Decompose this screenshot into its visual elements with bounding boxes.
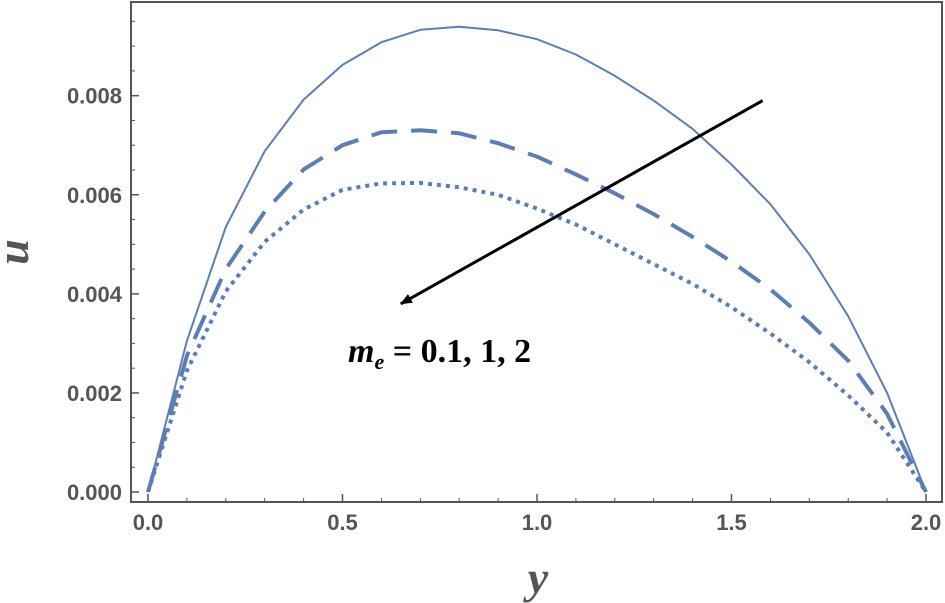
plot-frame: [130, 1, 943, 503]
x-axis-label: y: [523, 552, 549, 603]
y-tick-label: 0.004: [67, 282, 123, 307]
y-tick-label: 0.000: [67, 480, 122, 505]
x-tick-label: 2.0: [911, 510, 942, 535]
y-tick-label: 0.006: [67, 183, 122, 208]
annotation-label: me = 0.1, 1, 2: [348, 333, 531, 374]
y-axis-label: u: [0, 239, 38, 265]
annotation-arrow: [399, 99, 764, 306]
x-tick-label: 1.0: [522, 510, 553, 535]
series-line-dotted: [146, 180, 928, 494]
x-tick-label: 0.5: [327, 510, 358, 535]
series-lines: [146, 25, 928, 494]
y-tick-label: 0.008: [67, 84, 122, 109]
series-line-dashed: [146, 128, 928, 493]
x-tick-label: 1.5: [716, 510, 747, 535]
x-tick-label: 0.0: [133, 510, 164, 535]
series-line-solid: [147, 25, 927, 493]
y-tick-label: 0.002: [67, 381, 122, 406]
axis-ticks: 0.0 0.5 1.0 1.5 2.0 0.000 0.002 0.004 0.006 0.008: [67, 20, 942, 535]
